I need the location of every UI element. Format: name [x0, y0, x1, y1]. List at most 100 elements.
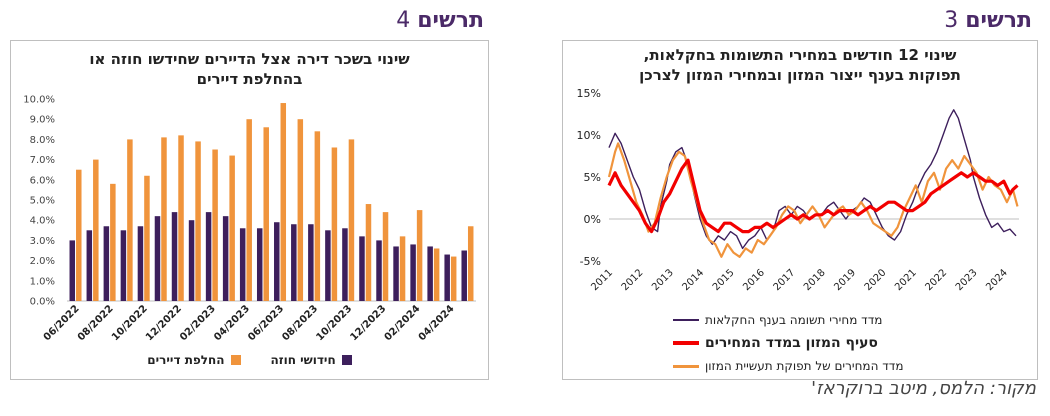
line-x-tick-label: 2014 — [680, 267, 706, 293]
bar-replacements — [399, 236, 406, 301]
bar-replacements — [212, 149, 218, 301]
bar-renewals — [86, 230, 93, 301]
bar-replacements — [144, 175, 150, 301]
bar-renewals — [461, 250, 467, 301]
bar-renewals — [205, 212, 212, 301]
bar-replacements — [76, 169, 82, 301]
legend-swatch-food-cpi — [673, 341, 699, 345]
bar-x-tick-label: 02/2024 — [383, 303, 423, 343]
bar-renewals — [137, 226, 144, 301]
line-x-tick-label: 2016 — [741, 267, 767, 293]
bar-x-tick-label: 04/2024 — [417, 303, 457, 343]
legend-label-renewals: חידושי חוזה — [270, 353, 336, 367]
bar-y-tick-label: 9.0% — [30, 115, 55, 126]
bar-renewals — [410, 244, 416, 301]
bar-replacements — [382, 212, 389, 301]
bar-renewals — [308, 224, 314, 301]
price-chart-title-line-2: תפוקות בענף ייצור המזון ובמחירי המזון לצ… — [639, 66, 961, 84]
bar-replacements — [280, 103, 287, 301]
legend-item-replacements: החלפת דיירים — [147, 353, 241, 367]
legend-item-agri-input: מדד מחירי תשומה בענף החקלאות — [673, 313, 882, 327]
bar-x-tick-label: 10/2022 — [110, 303, 150, 343]
rent-chart-title-line-1: שינוי בשכר דירה אצל הדיירים שחידשו חוזה … — [89, 50, 410, 68]
legend-swatch-agri-input — [673, 319, 699, 321]
line-x-tick-label: 2019 — [832, 267, 858, 293]
bar-replacements — [246, 119, 252, 301]
rent-legend: חידושי חוזה החלפת דיירים — [11, 353, 488, 367]
legend-label-food-cpi: סעיף המזון במדד המחירים — [705, 335, 878, 351]
figure-4-number: 4 — [396, 8, 411, 33]
bar-renewals — [239, 228, 246, 301]
bar-y-tick-label: 10.0% — [23, 95, 55, 106]
bar-renewals — [188, 220, 195, 301]
bar-renewals — [274, 222, 280, 301]
bar-replacements — [263, 127, 269, 301]
bar-renewals — [103, 226, 110, 301]
bar-x-tick-label: 08/2023 — [280, 303, 320, 343]
bar-renewals — [376, 240, 382, 301]
bar-replacements — [416, 210, 423, 301]
bar-y-tick-label: 0.0% — [30, 297, 55, 308]
line-x-tick-label: 2011 — [589, 267, 615, 293]
bar-replacements — [433, 248, 440, 301]
bar-replacements — [229, 155, 235, 301]
bar-renewals — [393, 246, 399, 301]
bar-y-tick-label: 8.0% — [30, 135, 55, 146]
bar-y-tick-label: 7.0% — [30, 155, 55, 166]
bar-renewals — [120, 230, 127, 301]
legend-swatch-renewals — [341, 355, 352, 365]
line-x-tick-label: 2017 — [772, 267, 798, 293]
bar-x-tick-label: 02/2023 — [178, 303, 218, 343]
line-x-tick-label: 2018 — [802, 267, 828, 293]
figure-4-title: תרשים 4 — [396, 8, 484, 33]
bar-replacements — [127, 139, 133, 301]
legend-swatch-food-industry — [673, 364, 699, 368]
bar-replacements — [297, 119, 304, 301]
bar-x-tick-label: 04/2023 — [212, 303, 252, 343]
legend-item-renewals: חידושי חוזה — [271, 353, 352, 367]
rent-bar-chart: 10.0% 9.0% 8.0% 7.0% 6.0% 5.0% 4.0% 3.0% 2.0% 1.0… — [23, 95, 476, 343]
price-line-chart-panel: שינוי 12 חודשים במחירי התשומות בחקלאות, … — [562, 40, 1038, 380]
bar-replacements — [178, 135, 184, 301]
bar-y-tick-label: 4.0% — [30, 216, 55, 227]
legend-label-food-industry: מדד המחירים של תפוקת תעשיית המזון — [705, 359, 904, 373]
figure-4-word: תרשים — [417, 8, 484, 33]
rent-chart-title-line-2: בהחלפת דיירים — [196, 70, 303, 88]
bar-x-tick-label: 06/2022 — [42, 303, 82, 343]
legend-item-food-industry: מדד המחירים של תפוקת תעשיית המזון — [673, 359, 903, 373]
bar-replacements — [195, 141, 201, 301]
bar-renewals — [444, 254, 450, 301]
source-note: מקור: הלמס, מיטב ברוקראז' — [811, 378, 1036, 399]
bar-replacements — [110, 183, 116, 301]
bar-y-tick-label: 1.0% — [30, 276, 55, 287]
price-chart-title-line-1: שינוי 12 חודשים במחירי התשומות בחקלאות, — [643, 46, 957, 64]
rent-bar-chart-panel: שינוי בשכר דירה אצל הדיירים שחידשו חוזה … — [10, 40, 489, 380]
bar-replacements — [331, 147, 338, 301]
bar-y-tick-label: 5.0% — [30, 196, 55, 207]
bar-replacements — [348, 139, 355, 301]
bar-replacements — [450, 256, 457, 301]
line-x-tick-label: 2021 — [893, 267, 919, 293]
line-food-industry — [607, 142, 1019, 258]
line-x-tick-label: 2013 — [650, 267, 676, 293]
bar-renewals — [256, 228, 263, 301]
line-y-tick-label: 5% — [584, 171, 601, 184]
bar-renewals — [342, 228, 348, 301]
legend-item-food-cpi: סעיף המזון במדד המחירים — [673, 335, 878, 351]
bar-replacements — [314, 131, 321, 301]
bar-x-tick-label: 08/2022 — [76, 303, 116, 343]
bar-renewals — [69, 240, 76, 301]
price-line-chart: 15%10%5%0%-5%2011 2012 2013 2014 2015 2016 201… — [577, 87, 1019, 293]
line-x-tick-label: 2012 — [620, 267, 646, 293]
figure-3-word: תרשים — [965, 8, 1032, 33]
bar-replacements — [161, 137, 167, 301]
bar-renewals — [325, 230, 331, 301]
line-x-tick-label: 2024 — [984, 267, 1010, 293]
bar-y-tick-label: 2.0% — [30, 256, 55, 267]
bar-y-tick-label: 3.0% — [30, 236, 55, 247]
line-y-tick-label: -5% — [580, 255, 601, 268]
bar-replacements — [93, 159, 99, 301]
line-x-tick-label: 2023 — [954, 267, 980, 293]
line-x-tick-label: 2022 — [923, 267, 949, 293]
line-x-tick-label: 2015 — [711, 267, 737, 293]
